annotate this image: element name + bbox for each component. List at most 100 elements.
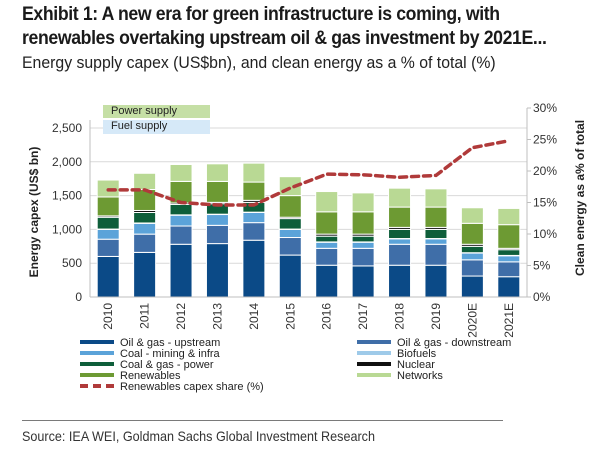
bar-stack: [315, 191, 339, 298]
legend-label: Oil & gas - upstream: [120, 337, 221, 349]
bar-segment: [242, 222, 266, 241]
y-tick-label: 2,500: [52, 121, 82, 135]
x-tick-label: 2019: [429, 303, 443, 330]
bar-segment: [424, 188, 448, 208]
bar-segment: [388, 187, 412, 208]
legend-item: Renewables: [80, 370, 181, 382]
y-tick-label: 1,500: [52, 189, 82, 203]
x-tick-label: 2013: [210, 303, 224, 330]
bar-segment: [351, 247, 375, 267]
bar-segment: [424, 206, 448, 228]
legend-swatch: [80, 340, 114, 345]
legend-label: Nuclear: [397, 359, 435, 371]
bar-segment: [424, 238, 448, 245]
bar-segment: [497, 276, 521, 298]
bar-segment: [351, 235, 375, 243]
legend-dash-swatch: [80, 384, 114, 389]
y2-tick-label: 30%: [533, 101, 557, 115]
legend-item: Oil & gas - upstream: [80, 337, 220, 349]
bar-segment: [388, 243, 412, 266]
y2-tick-label: 10%: [533, 227, 557, 241]
bar-segment: [497, 224, 521, 249]
bar-stack: [242, 162, 266, 298]
bar-segment: [497, 261, 521, 278]
legend-label: Renewables capex share (%): [120, 381, 264, 393]
x-tick-label: 2018: [393, 303, 407, 330]
legend-item-line: Renewables capex share (%): [80, 381, 264, 393]
legend-swatch: [357, 362, 391, 367]
bar-segment: [96, 228, 120, 240]
legend-swatch: [357, 373, 391, 378]
bar-segment: [242, 239, 266, 298]
y2-axis-title: Clean energy as a% of total: [573, 120, 587, 276]
bar-segment: [315, 247, 339, 266]
bar-segment: [460, 252, 484, 261]
bar-segment: [460, 275, 484, 298]
bar-segment: [351, 192, 375, 213]
bar-segment: [205, 163, 229, 182]
y-tick-label: 2,000: [52, 155, 82, 169]
bar-segment: [242, 162, 266, 183]
bar-stack: [388, 187, 412, 298]
bar-segment: [169, 164, 193, 182]
bar-segment: [460, 222, 484, 245]
legend-item: Nuclear: [357, 359, 435, 371]
bar-segment: [315, 235, 339, 243]
bar-segment: [388, 264, 412, 298]
bar-segment: [424, 228, 448, 240]
bar-segment: [388, 206, 412, 228]
bar-segment: [133, 233, 157, 253]
legend-power-supply-label: Power supply: [111, 105, 178, 117]
title-line-1: Exhibit 1: A new era for green infrastru…: [22, 4, 500, 25]
legend-label: Oil & gas - downstream: [397, 337, 512, 349]
axes: 0 500 1,000 1,500 2,000 2,500 0% 5% 10% 15% 20% 25%…: [52, 101, 557, 338]
legend-label: Coal - mining & infra: [120, 348, 220, 360]
legend-swatch: [357, 351, 391, 356]
x-tick-label: 2015: [283, 303, 297, 330]
bar-segment: [278, 228, 302, 239]
bar-segment: [497, 207, 521, 226]
legend-swatch: [80, 373, 114, 378]
bar-segment: [497, 255, 521, 263]
bar-segment: [315, 264, 339, 298]
y2-tick-label: 15%: [533, 196, 557, 210]
line-series: [106, 139, 511, 207]
bar-segment: [96, 238, 120, 257]
bar-stack: [205, 163, 229, 298]
bar-segment: [424, 264, 448, 298]
bar-segment: [205, 224, 229, 245]
bar-segment: [278, 237, 302, 256]
legend-label: Coal & gas - power: [120, 359, 214, 371]
bar-segment: [351, 265, 375, 298]
bar-segment: [96, 216, 120, 230]
bar-segment: [133, 222, 157, 235]
chart-title: Exhibit 1: A new era for green infrastru…: [22, 3, 547, 51]
bar-segment: [460, 259, 484, 277]
legend-item: Biofuels: [357, 348, 436, 360]
x-tick-label: 2016: [320, 303, 334, 330]
bar-stack: [169, 164, 193, 298]
bar-segment: [388, 238, 412, 245]
bar-segment: [133, 172, 157, 191]
bar-segment: [460, 245, 484, 254]
bar-stack: [460, 207, 484, 298]
bar-segment: [242, 212, 266, 224]
y-tick-label: 1,000: [52, 222, 82, 236]
y-tick-label: 0: [75, 290, 82, 304]
source-note: Source: IEA WEI, Goldman Sachs Global In…: [22, 428, 375, 444]
legend-label: Networks: [397, 370, 443, 382]
x-tick-label: 2020E: [465, 303, 479, 338]
y-tick-label: 500: [62, 256, 82, 270]
bar-segment: [133, 251, 157, 298]
bar-segment: [169, 243, 193, 298]
bar-segment: [96, 255, 120, 298]
bar-stack: [278, 176, 302, 298]
bar-segment: [169, 214, 193, 227]
bar-stack: [424, 188, 448, 298]
y2-tick-label: 20%: [533, 164, 557, 178]
bar-segment: [169, 225, 193, 245]
legend-swatch: [80, 362, 114, 367]
legend-swatch: [80, 351, 114, 356]
y2-tick-label: 25%: [533, 133, 557, 147]
